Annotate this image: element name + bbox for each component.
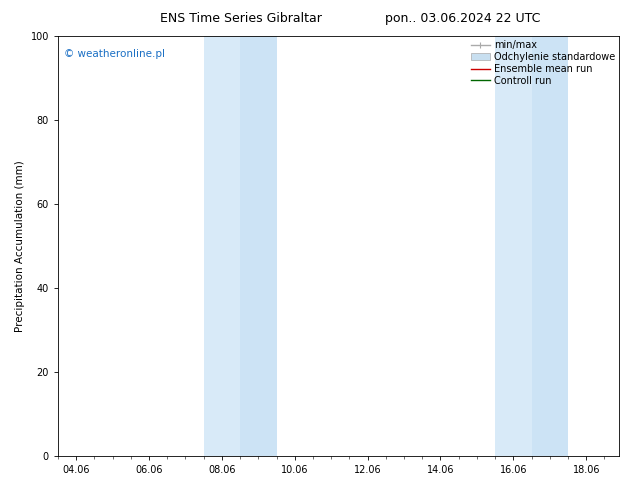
Bar: [204, 36, 240, 456]
Legend: min/max, Odchylenie standardowe, Ensemble mean run, Controll run: min/max, Odchylenie standardowe, Ensembl…: [469, 38, 617, 88]
Text: © weatheronline.pl: © weatheronline.pl: [63, 49, 165, 59]
Y-axis label: Precipitation Accumulation (mm): Precipitation Accumulation (mm): [15, 160, 25, 332]
Bar: [531, 36, 568, 456]
Bar: [495, 36, 531, 456]
Text: ENS Time Series Gibraltar: ENS Time Series Gibraltar: [160, 12, 322, 25]
Bar: [240, 36, 276, 456]
Text: pon.. 03.06.2024 22 UTC: pon.. 03.06.2024 22 UTC: [385, 12, 541, 25]
